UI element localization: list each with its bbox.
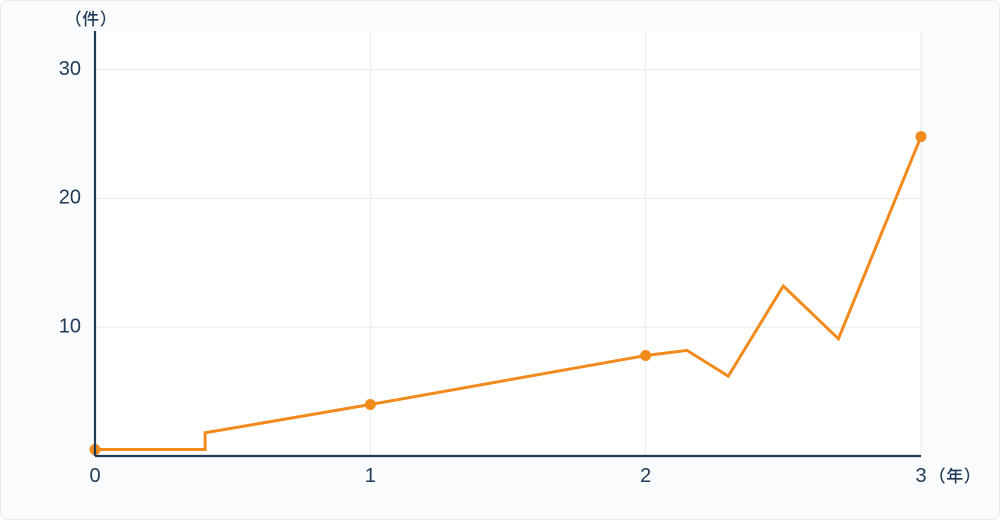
y-tick-label: 30 [59, 58, 81, 80]
data-marker [640, 350, 651, 361]
plot-area [95, 31, 921, 456]
trend-extension-line [921, 5, 976, 136]
y-tick-label: 20 [59, 187, 81, 209]
data-marker [365, 399, 376, 410]
x-tick-label: 1 [365, 465, 376, 487]
x-tick-label: 3 [915, 465, 926, 487]
data-marker [916, 131, 927, 142]
chart-card: 10 20 30 0 1 2 3 （件） （年） [0, 0, 1000, 520]
y-axis-unit-label: （件） [65, 10, 118, 29]
x-tick-label: 2 [640, 465, 651, 487]
x-axis-unit-label: （年） [929, 467, 982, 486]
x-tick-label: 0 [89, 465, 100, 487]
line-chart: 10 20 30 0 1 2 3 （件） （年） [1, 1, 1000, 521]
y-tick-label: 10 [59, 315, 81, 337]
